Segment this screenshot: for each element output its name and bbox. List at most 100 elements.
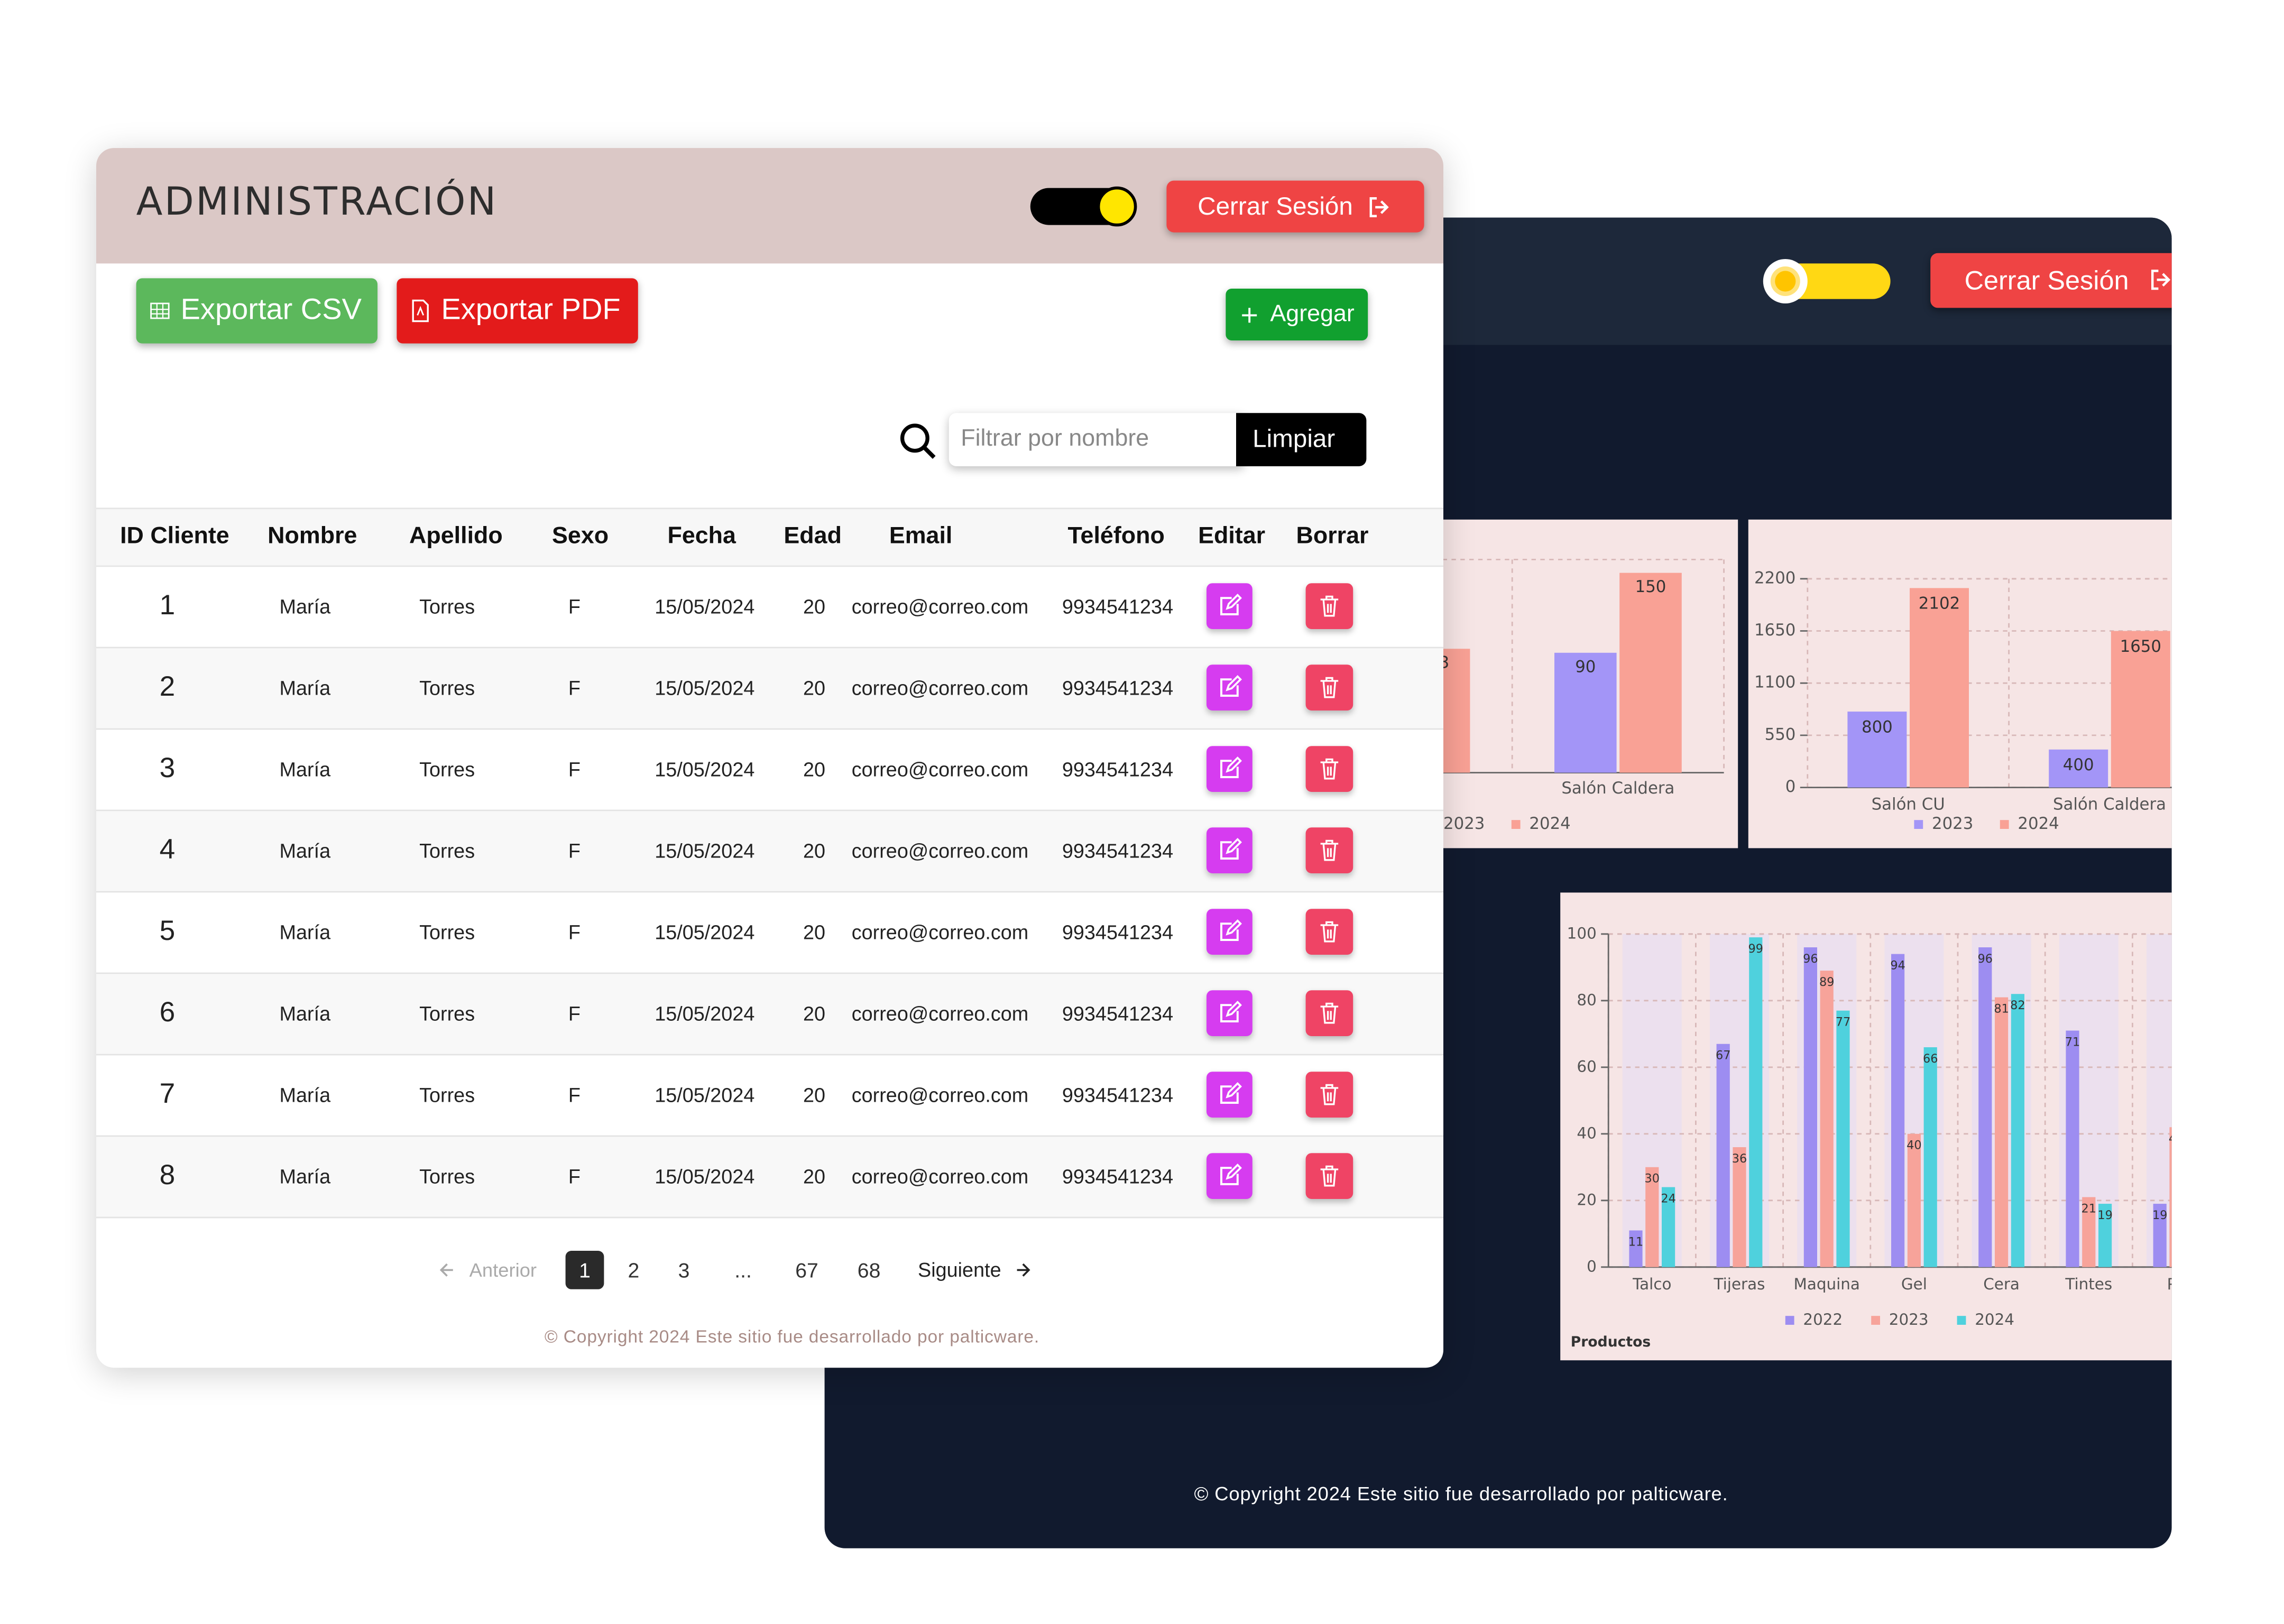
admin-title: ADMINISTRACIÓN: [136, 180, 498, 225]
delete-button[interactable]: [1305, 1153, 1353, 1199]
delete-icon: [1320, 921, 1339, 943]
table-cell: 15/05/2024: [655, 921, 755, 944]
edit-button[interactable]: [1207, 1153, 1252, 1199]
delete-icon: [1320, 1165, 1339, 1187]
theme-toggle[interactable]: [1030, 186, 1137, 227]
table-cell: 15/05/2024: [655, 1084, 755, 1106]
pagination-page-label: 3: [678, 1258, 690, 1282]
x-tick-label: Pe: [2167, 1275, 2172, 1293]
icon-part: [1226, 919, 1242, 936]
bar-value-label: 67: [1716, 1049, 1730, 1063]
bar-value-label: 99: [1748, 942, 1764, 956]
edit-button[interactable]: [1207, 990, 1252, 1036]
pagination-next[interactable]: Siguiente: [918, 1255, 1036, 1285]
bar-value-label: 77: [1836, 1016, 1851, 1029]
arrow-right-icon: [1017, 1263, 1030, 1277]
y-tick-label: 1100: [1754, 673, 1795, 692]
pagination-page[interactable]: 1: [565, 1251, 604, 1289]
bar: [2098, 1204, 2112, 1267]
table-cell: Torres: [419, 1166, 475, 1188]
delete-button[interactable]: [1305, 746, 1353, 792]
y-tick-label: 40: [1577, 1124, 1596, 1142]
table-cell: Torres: [419, 1084, 475, 1106]
y-tick-label: 100: [1567, 924, 1597, 942]
footer: © Copyright 2024 Este sitio fue desarrol…: [544, 1326, 1040, 1347]
bar: [1995, 997, 2009, 1267]
bar: [1749, 937, 1763, 1267]
legend-marker: [1914, 820, 1923, 829]
icon-part: [1226, 756, 1242, 773]
table-cell: 9934541234: [1062, 759, 1174, 781]
theme-toggle[interactable]: [1763, 259, 1891, 303]
legend-marker: [1957, 1316, 1966, 1325]
edit-button[interactable]: [1207, 827, 1252, 873]
table-header-row: [96, 508, 1443, 567]
clear-button[interactable]: Limpiar: [1236, 413, 1367, 466]
delete-button[interactable]: [1305, 1072, 1353, 1118]
bar: [1733, 1147, 1746, 1267]
icon-part: [1369, 197, 1389, 218]
export-pdf-button[interactable]: Exportar PDF: [397, 278, 638, 344]
table-cell: María: [279, 1166, 331, 1188]
table-cell: 20: [803, 596, 826, 618]
bar-value-label: 21: [2082, 1202, 2097, 1215]
pagination-page[interactable]: 67: [788, 1251, 826, 1289]
icon-part: [922, 445, 936, 459]
y-tick-label: 550: [1765, 725, 1796, 744]
edit-button[interactable]: [1207, 665, 1252, 710]
edit-button[interactable]: [1207, 583, 1252, 629]
export-csv-button[interactable]: Exportar CSV: [136, 278, 377, 344]
pagination-page[interactable]: ...: [724, 1251, 762, 1289]
bar-value-label: 150: [1635, 577, 1666, 596]
pagination-page[interactable]: 2: [614, 1251, 653, 1289]
legend-label: 2024: [2018, 814, 2059, 833]
icon-part: [1226, 594, 1242, 610]
table-header: Email: [889, 524, 953, 549]
y-tick-label: 0: [1785, 777, 1796, 796]
delete-button[interactable]: [1305, 583, 1353, 629]
table-cell: 2: [159, 672, 176, 703]
x-tick-label: Salón CU: [1872, 795, 1945, 814]
icon-part: [412, 299, 429, 322]
table-cell: 20: [803, 840, 826, 862]
logout-button[interactable]: Cerrar Sesión: [1930, 253, 2172, 308]
pagination-page-label: 1: [579, 1258, 591, 1282]
delete-button[interactable]: [1305, 909, 1353, 955]
pagination-previous[interactable]: Anterior: [439, 1255, 547, 1285]
edit-button[interactable]: [1207, 909, 1252, 955]
table-header: Teléfono: [1067, 524, 1165, 549]
add-button[interactable]: Agregar: [1226, 289, 1368, 340]
pagination-page[interactable]: 3: [665, 1251, 703, 1289]
logout-button[interactable]: Cerrar Sesión: [1166, 180, 1424, 233]
search-input[interactable]: Filtrar por nombre: [948, 413, 1245, 466]
icon-part: [1320, 1002, 1339, 1024]
icon-part: [900, 423, 929, 453]
pagination-next-label: Siguiente: [918, 1259, 1001, 1281]
x-tick-label: Cera: [1983, 1275, 2020, 1293]
edit-button[interactable]: [1207, 1072, 1252, 1118]
table-cell: 3: [159, 753, 176, 785]
bar: [1443, 649, 1470, 773]
delete-button[interactable]: [1305, 827, 1353, 873]
pagination-page[interactable]: 68: [850, 1251, 888, 1289]
bar: [2169, 1127, 2172, 1267]
legend-marker: [2000, 820, 2009, 829]
edit-button[interactable]: [1207, 746, 1252, 792]
delete-icon: [1320, 758, 1339, 780]
bar-value-label: 1650: [2120, 637, 2161, 656]
table-cell: 20: [803, 921, 826, 944]
delete-button[interactable]: [1305, 665, 1353, 710]
icon-part: [1220, 1004, 1239, 1022]
bar-value-label: 93: [1443, 653, 1449, 672]
delete-button[interactable]: [1305, 990, 1353, 1036]
table-cell: María: [279, 840, 331, 862]
admin-window: ADMINISTRACIÓN Cerrar Sesión Exportar CSV E…: [96, 148, 1443, 1368]
bar-value-label: 19: [2097, 1208, 2113, 1222]
table-cell: F: [568, 1003, 581, 1025]
x-tick-label: Salón Caldera: [2053, 795, 2166, 814]
add-button-label: Agregar: [1270, 301, 1355, 327]
table-cell: correo@correo.com: [851, 921, 1029, 944]
